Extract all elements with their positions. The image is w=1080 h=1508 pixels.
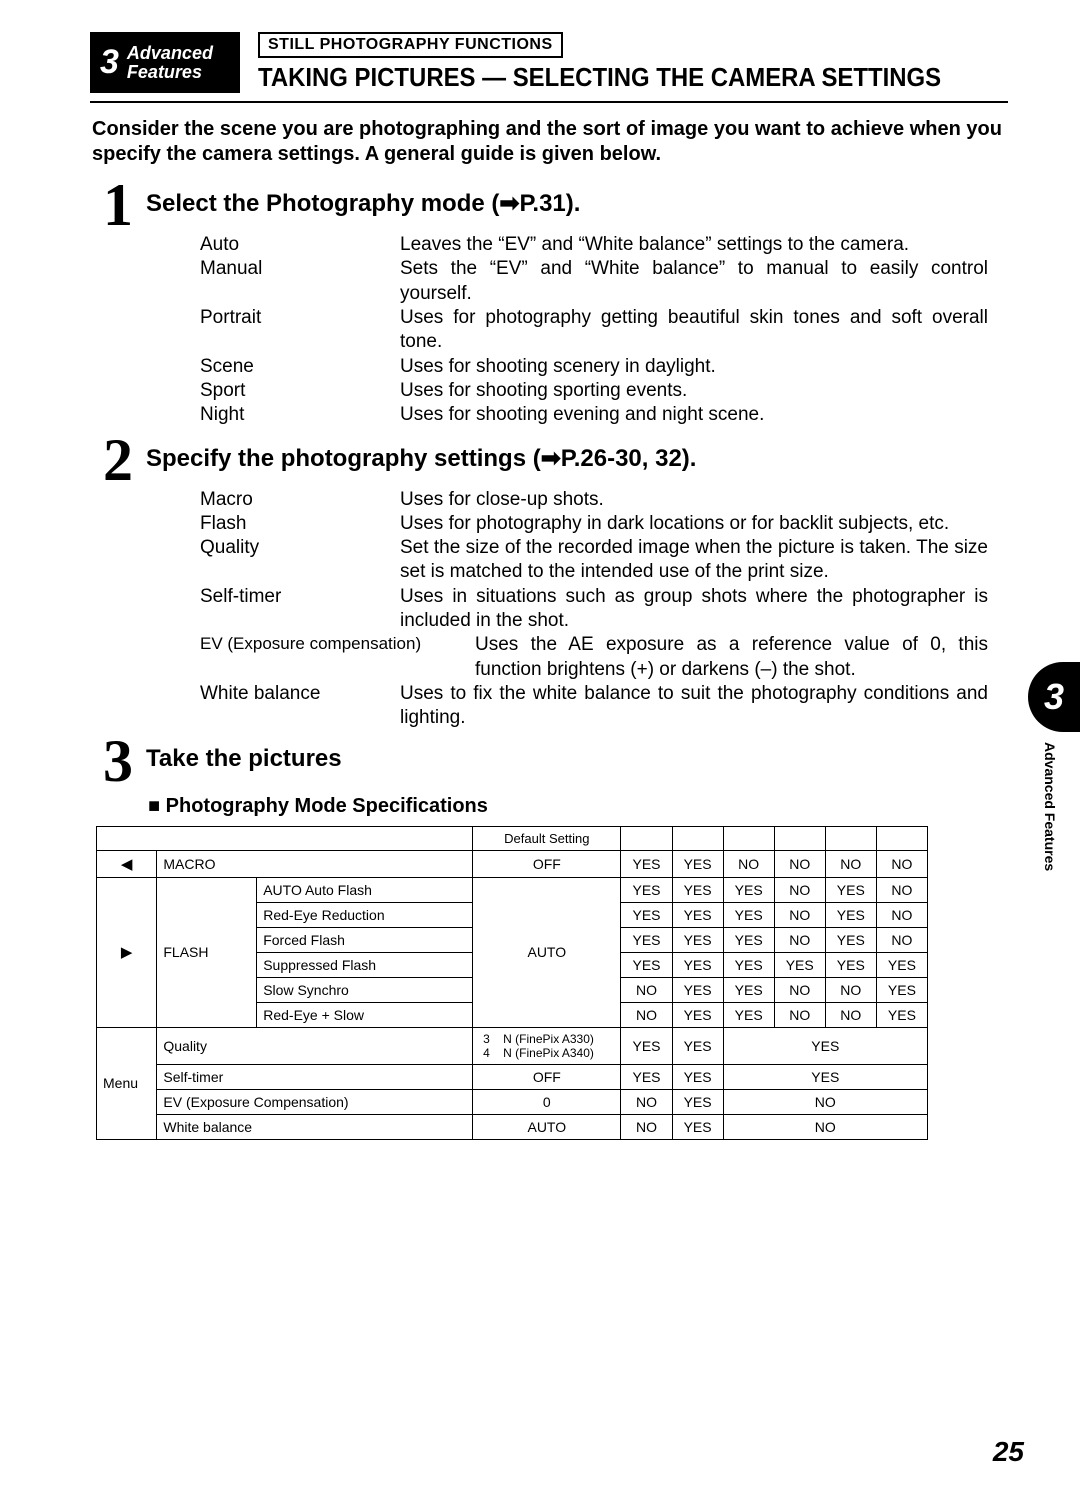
step-1-list: AutoLeaves the “EV” and “White balance” … [200, 233, 988, 428]
side-tab-number: 3 [1044, 676, 1064, 718]
mode-label: Auto [200, 233, 400, 257]
spec-table: Default Setting ◀ MACRO OFF YES YES NO N… [96, 826, 928, 1140]
mode-desc: Leaves the “EV” and “White balance” sett… [400, 233, 988, 257]
mode-label: Flash [200, 512, 400, 536]
mode-row: White balanceUses to fix the white balan… [200, 682, 988, 731]
step-3: 3 Take the pictures [90, 737, 1008, 785]
mode-label: Manual [200, 257, 400, 306]
chapter-number: 3 [100, 43, 119, 82]
mode-desc: Uses for shooting sporting events. [400, 379, 988, 403]
step-number: 2 [90, 436, 146, 484]
step-number: 3 [90, 737, 146, 785]
left-arrow-icon: ◀ [121, 856, 133, 873]
side-tab-label: Advanced Features [1042, 742, 1058, 871]
mode-desc: Uses in situations such as group shots w… [400, 585, 988, 634]
page-header: 3 Advanced Features STILL PHOTOGRAPHY FU… [90, 32, 1008, 93]
mode-desc: Uses the AE exposure as a reference valu… [475, 633, 988, 682]
mode-row: Self-timerUses in situations such as gro… [200, 585, 988, 634]
main-title: TAKING PICTURES — SELECTING THE CAMERA S… [258, 62, 948, 93]
mode-label: Night [200, 403, 400, 427]
mode-row: MacroUses for close-up shots. [200, 488, 988, 512]
mode-row: SceneUses for shooting scenery in daylig… [200, 355, 988, 379]
mode-desc: Uses to fix the white balance to suit th… [400, 682, 988, 731]
mode-row: PortraitUses for photography getting bea… [200, 306, 988, 355]
step-1: 1 Select the Photography mode (➡P.31). [90, 181, 1008, 229]
mode-label: Portrait [200, 306, 400, 355]
step-title: Select the Photography mode (➡P.31). [146, 181, 580, 229]
mode-row: NightUses for shooting evening and night… [200, 403, 988, 427]
mode-desc: Sets the “EV” and “White balance” to man… [400, 257, 988, 306]
right-arrow-icon: ▶ [121, 944, 133, 961]
step-2: 2 Specify the photography settings (➡P.2… [90, 436, 1008, 484]
step-title: Specify the photography settings (➡P.26-… [146, 436, 696, 484]
chapter-title: Advanced Features [127, 44, 213, 82]
step-title: Take the pictures [146, 737, 342, 785]
mode-row: FlashUses for photography in dark locati… [200, 512, 988, 536]
spec-subhead: ■ Photography Mode Specifications [148, 795, 1008, 818]
mode-label: Self-timer [200, 585, 400, 634]
mode-row: QualitySet the size of the recorded imag… [200, 536, 988, 585]
mode-row: SportUses for shooting sporting events. [200, 379, 988, 403]
divider [90, 101, 1008, 103]
mode-desc: Uses for shooting evening and night scen… [400, 403, 988, 427]
step-2-list: MacroUses for close-up shots.FlashUses f… [200, 488, 988, 731]
mode-desc: Uses for photography in dark locations o… [400, 512, 988, 536]
page-number: 25 [993, 1436, 1024, 1468]
intro-text: Consider the scene you are photographing… [92, 117, 1002, 167]
mode-row: AutoLeaves the “EV” and “White balance” … [200, 233, 988, 257]
mode-desc: Set the size of the recorded image when … [400, 536, 988, 585]
step-number: 1 [90, 181, 146, 229]
mode-label: Quality [200, 536, 400, 585]
mode-label: White balance [200, 682, 400, 731]
mode-label: EV (Exposure compensation) [200, 633, 475, 682]
mode-row: EV (Exposure compensation)Uses the AE ex… [200, 633, 988, 682]
mode-label: Sport [200, 379, 400, 403]
chapter-box: 3 Advanced Features [90, 32, 240, 93]
mode-label: Macro [200, 488, 400, 512]
title-area: STILL PHOTOGRAPHY FUNCTIONS TAKING PICTU… [240, 32, 1008, 93]
mode-desc: Uses for close-up shots. [400, 488, 988, 512]
mode-desc: Uses for photography getting beautiful s… [400, 306, 988, 355]
functions-box: STILL PHOTOGRAPHY FUNCTIONS [258, 32, 563, 58]
mode-row: ManualSets the “EV” and “White balance” … [200, 257, 988, 306]
mode-desc: Uses for shooting scenery in daylight. [400, 355, 988, 379]
manual-page: 3 Advanced Features STILL PHOTOGRAPHY FU… [0, 0, 1080, 1172]
mode-label: Scene [200, 355, 400, 379]
